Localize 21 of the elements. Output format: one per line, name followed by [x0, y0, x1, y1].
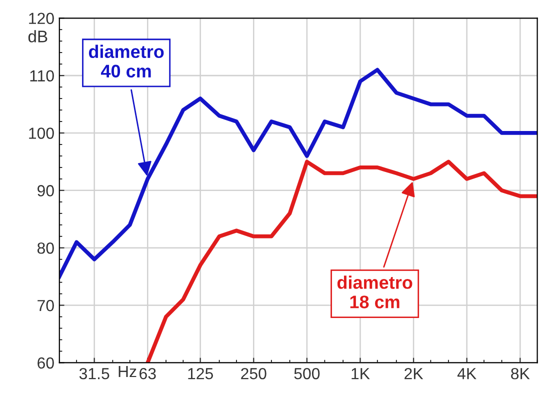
- y-tick-label: 90: [38, 185, 54, 196]
- x-tick-label: 2K: [404, 368, 424, 380]
- annotation: diametro 18 cm: [337, 276, 412, 308]
- x-tick-label: 125: [188, 368, 213, 380]
- x-tick-label: 250: [241, 368, 266, 380]
- x-tick-label: 31.5: [79, 368, 110, 380]
- y-axis-title: dB: [28, 30, 48, 42]
- x-axis-title: Hz: [118, 366, 136, 378]
- y-tick-label: 60: [38, 357, 54, 369]
- y-tick-label: 120: [29, 12, 54, 24]
- x-tick-label: 500: [294, 368, 320, 380]
- x-tick-label: 4K: [457, 368, 476, 380]
- y-tick-label: 70: [38, 300, 54, 312]
- x-tick-label: 63: [140, 368, 156, 380]
- x-tick-label: 8K: [511, 368, 530, 380]
- x-tick-label: 1K: [352, 368, 370, 380]
- line-series: [146, 160, 538, 363]
- y-tick-label: 110: [30, 70, 54, 82]
- y-tick-label: 80: [37, 242, 54, 254]
- annotation: diametro 40 cm: [88, 44, 164, 78]
- y-tick-label: 100: [29, 128, 54, 139]
